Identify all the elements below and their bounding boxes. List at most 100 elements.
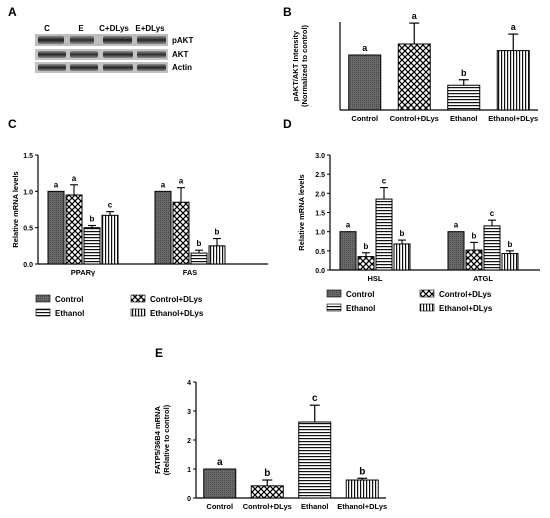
y-tick-label: 4	[187, 380, 191, 387]
significance-letter: b	[400, 229, 405, 238]
bar	[496, 50, 530, 111]
significance-letter: b	[359, 466, 365, 477]
blot-band	[38, 51, 66, 58]
bar	[83, 227, 101, 265]
blot-band	[70, 36, 94, 44]
bar	[250, 485, 284, 499]
panel-label-d: D	[283, 117, 292, 131]
legend-swatch-control-dlys	[419, 289, 435, 298]
blot-band	[137, 64, 166, 71]
legend-label: Control+DLys	[150, 295, 203, 304]
bar	[447, 231, 465, 271]
legend-label: Control	[55, 295, 83, 304]
x-group-label: FAS	[183, 268, 198, 277]
blot-band	[70, 51, 98, 58]
x-group-label: PPARγ	[71, 268, 96, 277]
blot-lane-label: C	[44, 24, 50, 33]
bar	[298, 421, 332, 499]
significance-letter: b	[472, 231, 477, 240]
significance-letter: b	[215, 228, 220, 237]
legend-label: Ethanol	[346, 304, 375, 313]
significance-letter: b	[508, 240, 513, 249]
bar	[47, 190, 65, 265]
bar	[208, 245, 226, 265]
y-axis-label: Relative mRNA levels	[11, 171, 20, 247]
bar	[397, 43, 431, 111]
legend-label: Control	[346, 290, 374, 299]
blot-lane-label: C+DLys	[99, 24, 129, 33]
legend-swatch-ethanol	[326, 303, 342, 312]
bar	[345, 479, 379, 499]
x-category-label: Control	[351, 114, 378, 123]
legend-swatch-ethanol-dlys	[419, 303, 435, 312]
bar	[339, 231, 357, 271]
y-axis-label: pAKT/AKT Intensity	[291, 30, 300, 101]
chart-e: 0 1 2 3 4 a Control b Control+DLys c Ethanol b Ethan…	[153, 380, 387, 511]
y-tick-label: 1	[187, 467, 191, 474]
y-tick-label: 0.0	[23, 262, 33, 269]
blot-band-label: Actin	[172, 63, 192, 72]
legend-d: Control Control+DLys Ethanol Ethanol+DLy…	[326, 289, 493, 313]
blot-band	[103, 36, 132, 44]
y-tick-label: 0.5	[315, 249, 325, 256]
blot-bands	[38, 36, 166, 71]
blot-band	[70, 64, 98, 71]
bar	[203, 468, 237, 499]
bar	[393, 243, 411, 271]
legend-swatch-control	[35, 294, 51, 303]
significance-letter: a	[511, 22, 517, 32]
western-blot: C E C+DLys E+DLys pAKT AKT Actin	[35, 24, 193, 73]
panel-label-b: B	[283, 5, 292, 19]
x-category-label: Control+DLys	[390, 114, 439, 123]
blot-band	[38, 64, 66, 71]
blot-lane-label: E+DLys	[135, 24, 165, 33]
bar	[447, 84, 481, 111]
blot-strip	[35, 49, 168, 60]
legend-label: Ethanol+DLys	[439, 304, 493, 313]
panel-label-e: E	[155, 346, 163, 360]
significance-letter: c	[312, 393, 318, 404]
bar	[190, 252, 208, 265]
blot-lane-label: E	[78, 24, 84, 33]
significance-letter: b	[364, 242, 369, 251]
bar	[375, 198, 393, 271]
y-tick-label: 3.0	[315, 153, 325, 160]
y-tick-label: 1.5	[315, 211, 325, 218]
y-axis-label: (Relative to control)	[162, 404, 171, 475]
y-tick-label: 0.0	[315, 268, 325, 275]
legend-label: Ethanol+DLys	[150, 309, 204, 318]
y-tick-label: 0.5	[23, 226, 33, 233]
bar	[348, 54, 382, 111]
chart-b: a Control a Control+DLys b Ethanol a Ethanol+DL…	[291, 11, 538, 123]
legend-swatch-ethanol	[35, 308, 51, 317]
significance-letter: b	[90, 214, 95, 223]
blot-band	[137, 51, 166, 58]
x-category-label: Ethanol	[301, 502, 329, 511]
y-tick-label: 3	[187, 409, 191, 416]
panel-label-c: C	[8, 117, 17, 131]
significance-letter: c	[382, 177, 387, 186]
significance-letter: a	[217, 457, 223, 468]
x-category-label: Ethanol+DLys	[337, 502, 387, 511]
significance-letter: a	[412, 11, 418, 21]
legend-swatch-ethanol-dlys	[130, 308, 146, 317]
significance-letter: a	[346, 221, 351, 230]
bar	[154, 190, 172, 265]
y-tick-label: 0	[187, 496, 191, 503]
x-category-label: Ethanol	[450, 114, 478, 123]
significance-letter: a	[454, 221, 459, 230]
significance-letter: a	[179, 177, 184, 186]
legend-label: Ethanol	[55, 309, 84, 318]
panel-label-a: A	[8, 5, 17, 19]
chart-c: 0.0 0.5 1.0 1.5 a a b c PPARγ a a b b FAS Relative mRN…	[11, 153, 268, 277]
y-tick-label: 1.5	[23, 153, 33, 160]
blot-band	[103, 51, 133, 58]
blot-band-label: pAKT	[172, 36, 193, 45]
y-tick-label: 1.0	[315, 230, 325, 237]
y-tick-label: 2	[187, 438, 191, 445]
bar	[172, 201, 190, 265]
bar	[501, 253, 519, 271]
chart-d: 0.0 0.5 1.0 1.5 2.0 2.5 3.0 a b c b HSL a b c b ATGL Rela…	[297, 153, 540, 283]
significance-letter: a	[72, 174, 77, 183]
